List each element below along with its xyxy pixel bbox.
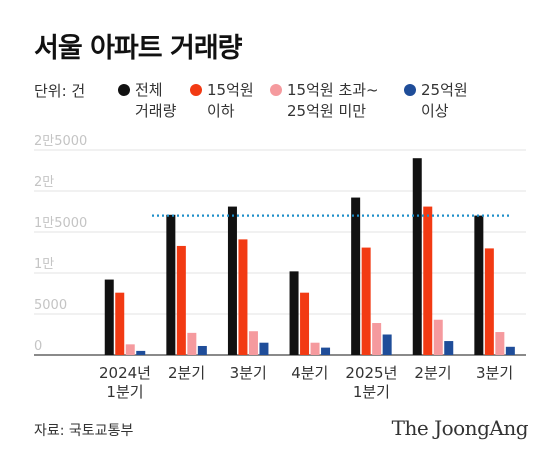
bar: [227, 206, 237, 355]
source-text: 자료: 국토교통부: [34, 423, 134, 439]
bar: [238, 239, 248, 355]
y-tick-label: 2만: [34, 175, 54, 190]
y-tick-label: 1만5000: [34, 216, 87, 231]
bar: [300, 292, 310, 355]
bar: [166, 214, 176, 355]
bar: [176, 245, 186, 355]
bar: [197, 345, 207, 355]
bar: [289, 271, 299, 355]
bar: [104, 279, 114, 355]
x-tick-label: 2025년 1분기: [345, 364, 397, 401]
x-tick-label: 4분기: [291, 364, 328, 382]
bar: [382, 334, 392, 355]
x-tick-label: 2분기: [414, 364, 451, 382]
bar: [115, 292, 125, 355]
bar: [423, 206, 433, 355]
brand-logo: The JoongAng: [391, 416, 529, 440]
legend-swatch-15-25: [270, 84, 282, 96]
legend-swatch-over-25: [404, 84, 416, 96]
y-tick-label: 2만5000: [34, 134, 87, 149]
legend: 단위: 건 전체 거래량 15억원 이하 15억원 초과~ 25억원 미만 25…: [34, 80, 554, 130]
bar: [474, 215, 484, 355]
legend-swatch-under-15: [190, 84, 202, 96]
bar: [372, 323, 382, 355]
bar: [412, 158, 422, 355]
bar: [351, 197, 361, 355]
chart-title: 서울 아파트 거래량: [34, 33, 243, 64]
bar: [248, 331, 258, 355]
y-tick-label: 1만: [34, 257, 54, 272]
legend-label-total: 전체 거래량: [135, 81, 177, 120]
bar: [187, 332, 197, 355]
legend-label-over-25: 25억원 이상: [421, 81, 468, 120]
bar: [361, 247, 371, 355]
bar: [444, 341, 454, 355]
bar: [259, 342, 269, 355]
legend-label-under-15: 15억원 이하: [207, 81, 254, 120]
bar: [505, 346, 515, 355]
x-tick-label: 3분기: [230, 364, 267, 382]
legend-swatch-total: [118, 84, 130, 96]
bar: [484, 248, 494, 355]
bar: [433, 319, 443, 355]
bar: [125, 344, 135, 355]
x-tick-label: 2분기: [168, 364, 205, 382]
bar: [495, 332, 505, 355]
bar: [321, 347, 331, 355]
x-tick-label: 3분기: [476, 364, 513, 382]
legend-label-15-25: 15억원 초과~ 25억원 미만: [287, 81, 379, 120]
y-tick-label: 0: [34, 339, 42, 354]
x-tick-label: 2024년 1분기: [99, 364, 151, 401]
y-tick-label: 5000: [34, 298, 67, 313]
bar: [136, 350, 146, 355]
bar: [310, 342, 320, 355]
legend-unit: 단위: 건: [34, 82, 86, 100]
